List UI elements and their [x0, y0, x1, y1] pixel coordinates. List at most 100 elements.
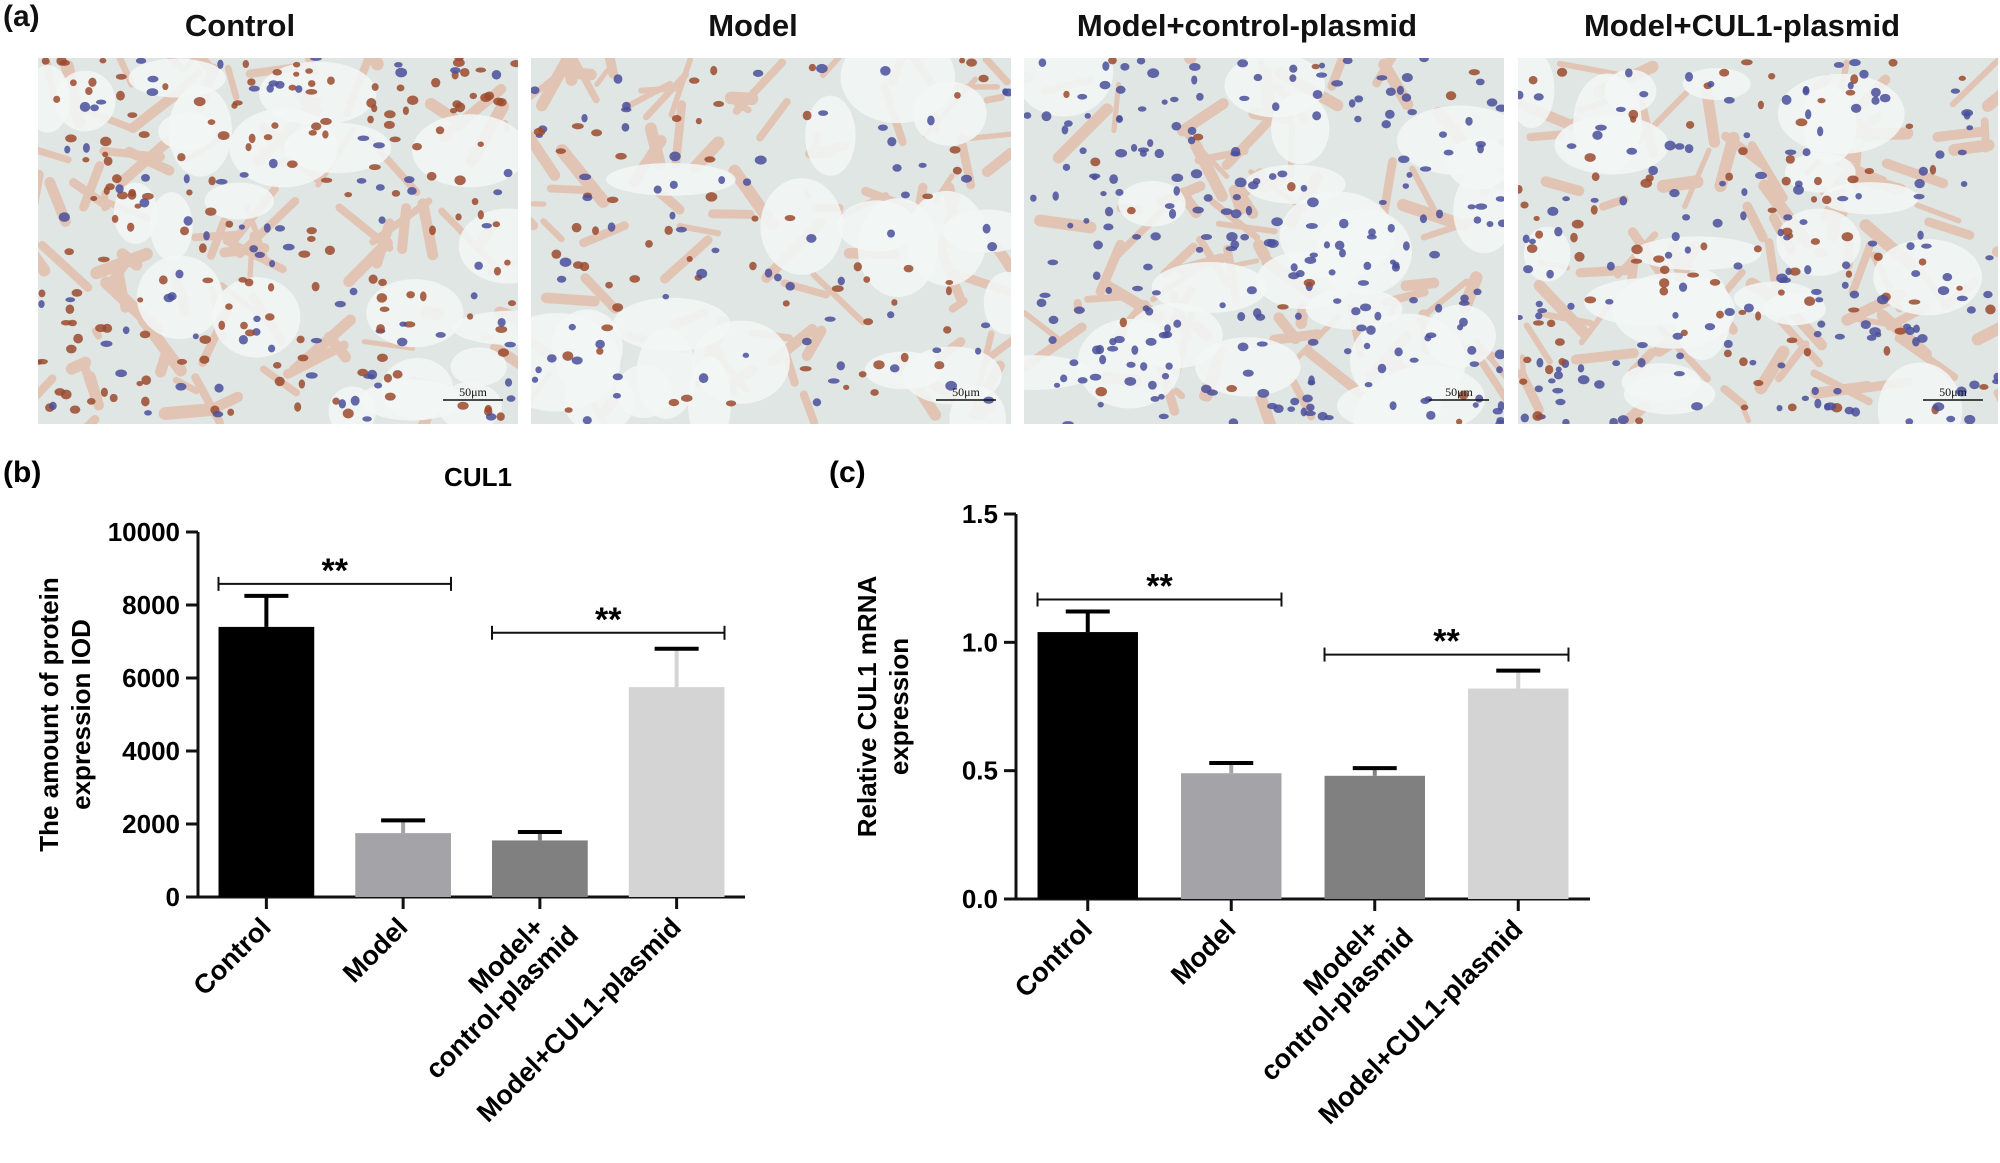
nucleus: [802, 337, 812, 346]
nucleus: [1932, 402, 1945, 412]
nucleus: [1606, 261, 1615, 271]
septum: [191, 230, 242, 242]
nucleus: [1359, 303, 1372, 312]
nucleus: [668, 398, 680, 407]
nucleus: [1100, 191, 1107, 197]
nucleus: [1309, 252, 1318, 258]
nucleus: [504, 378, 513, 387]
nucleus: [1707, 80, 1715, 88]
nucleus: [1120, 62, 1130, 71]
nucleus: [238, 224, 245, 230]
lumen: [204, 182, 274, 220]
nucleus: [320, 117, 332, 126]
nucleus: [95, 99, 107, 105]
lumen: [128, 58, 226, 98]
nucleus: [1526, 244, 1538, 254]
nucleus: [1833, 387, 1842, 395]
nucleus: [497, 348, 510, 357]
nucleus: [1108, 58, 1117, 65]
nucleus: [147, 75, 159, 83]
nucleus: [1917, 334, 1928, 343]
nucleus: [1494, 349, 1504, 360]
septum: [38, 146, 72, 164]
nucleus: [1396, 85, 1404, 95]
nucleus: [1092, 345, 1102, 355]
scale-bar-label: 50μm: [1939, 385, 1967, 399]
nucleus: [214, 383, 224, 393]
nucleus: [134, 203, 142, 209]
nucleus: [1625, 68, 1633, 78]
nucleus: [109, 393, 118, 403]
septum: [1190, 139, 1228, 202]
micrograph-title-control: Control: [184, 8, 296, 43]
nucleus: [86, 397, 96, 405]
nucleus: [1460, 294, 1469, 303]
nucleus: [225, 220, 234, 228]
nucleus: [127, 222, 135, 232]
nucleus: [1287, 182, 1296, 192]
nucleus: [1913, 324, 1920, 333]
nucleus: [1219, 302, 1226, 309]
lumen: [1518, 58, 1555, 129]
nucleus: [1191, 75, 1198, 85]
nucleus: [1486, 98, 1498, 107]
septum: [247, 231, 256, 285]
nucleus: [1547, 206, 1559, 216]
nucleus: [581, 113, 588, 123]
lumen: [606, 163, 736, 196]
nucleus: [202, 277, 214, 284]
nucleus: [1869, 327, 1881, 336]
nucleus: [199, 335, 212, 344]
nucleus: [1672, 332, 1683, 340]
septum: [1173, 387, 1186, 400]
nucleus: [484, 404, 492, 414]
nucleus: [136, 380, 144, 387]
nucleus: [1755, 171, 1768, 180]
bar: [218, 626, 315, 897]
nucleus: [1407, 109, 1417, 116]
nucleus: [272, 362, 282, 369]
nucleus: [1115, 188, 1124, 196]
lumen: [258, 61, 377, 126]
nucleus: [311, 281, 320, 292]
nucleus: [827, 378, 840, 384]
lumen: [366, 279, 464, 348]
nucleus: [1228, 418, 1239, 424]
lumen: [1024, 58, 1114, 117]
nucleus: [870, 389, 879, 396]
nucleus: [175, 269, 184, 279]
nucleus: [1753, 379, 1764, 387]
nucleus: [1784, 149, 1797, 156]
nucleus: [1860, 320, 1871, 330]
nucleus: [307, 235, 316, 243]
y-tick-label: 1.5: [962, 499, 998, 529]
nucleus: [949, 146, 961, 154]
nucleus: [1109, 174, 1119, 185]
nucleus: [1105, 286, 1113, 295]
nucleus: [470, 292, 478, 300]
nucleus: [816, 63, 828, 74]
nucleus: [1492, 407, 1503, 415]
nucleus: [1700, 242, 1708, 251]
lumen: [1118, 180, 1186, 227]
nucleus: [1678, 282, 1688, 292]
septum: [38, 241, 93, 292]
nucleus: [531, 376, 539, 383]
nucleus: [127, 190, 137, 200]
septum: [948, 297, 968, 313]
nucleus: [248, 133, 256, 144]
nucleus: [806, 233, 817, 243]
nucleus: [1116, 115, 1123, 122]
nucleus: [1719, 68, 1730, 77]
nucleus: [1363, 342, 1371, 350]
nucleus: [1113, 335, 1125, 344]
nucleus: [1429, 250, 1441, 259]
nucleus: [69, 79, 77, 87]
septum: [981, 147, 1011, 178]
nucleus: [66, 344, 77, 354]
nucleus: [207, 119, 216, 125]
scale-bar-label: 50μm: [1445, 385, 1473, 399]
septum: [991, 241, 1011, 278]
nucleus: [493, 266, 502, 276]
nucleus: [1523, 265, 1534, 274]
